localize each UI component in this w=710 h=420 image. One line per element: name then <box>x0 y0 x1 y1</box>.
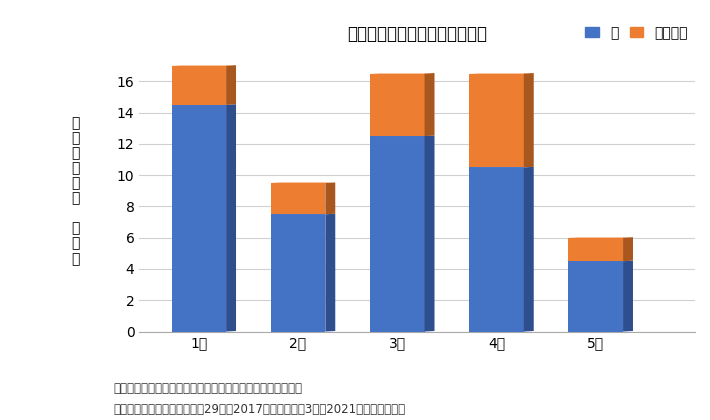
FancyBboxPatch shape <box>172 66 226 105</box>
Polygon shape <box>370 73 435 74</box>
Polygon shape <box>623 237 633 261</box>
FancyBboxPatch shape <box>172 105 226 331</box>
Polygon shape <box>226 104 236 331</box>
Polygon shape <box>524 167 534 331</box>
Polygon shape <box>469 73 534 74</box>
FancyBboxPatch shape <box>569 238 623 261</box>
Polygon shape <box>524 73 534 167</box>
Legend: 窓, ベランダ: 窓, ベランダ <box>579 21 694 45</box>
Title: 転落場所の年齢別・場所別比較: 転落場所の年齢別・場所別比較 <box>347 25 487 43</box>
FancyBboxPatch shape <box>469 74 524 167</box>
Polygon shape <box>569 237 633 238</box>
Polygon shape <box>226 65 236 105</box>
Polygon shape <box>425 136 435 331</box>
Polygon shape <box>271 182 335 183</box>
FancyBboxPatch shape <box>469 167 524 331</box>
Polygon shape <box>172 104 236 105</box>
Polygon shape <box>325 214 335 331</box>
Polygon shape <box>425 73 435 136</box>
Text: 窓やベランダからの転落事故における年齢別の救急搬送件数: 窓やベランダからの転落事故における年齢別の救急搬送件数 <box>114 382 302 395</box>
FancyBboxPatch shape <box>271 214 325 331</box>
FancyBboxPatch shape <box>569 261 623 331</box>
Polygon shape <box>623 261 633 331</box>
Text: 救
急
搬
送
人
員

（
人
）: 救 急 搬 送 人 員 （ 人 ） <box>71 116 80 266</box>
Polygon shape <box>325 182 335 214</box>
Text: 東京消防庁管内で発生、平成29年（2017年）から令和3年（2021年）までの累計: 東京消防庁管内で発生、平成29年（2017年）から令和3年（2021年）までの累… <box>114 403 405 416</box>
Polygon shape <box>172 65 236 66</box>
FancyBboxPatch shape <box>370 74 425 136</box>
FancyBboxPatch shape <box>370 136 425 331</box>
FancyBboxPatch shape <box>271 183 325 214</box>
